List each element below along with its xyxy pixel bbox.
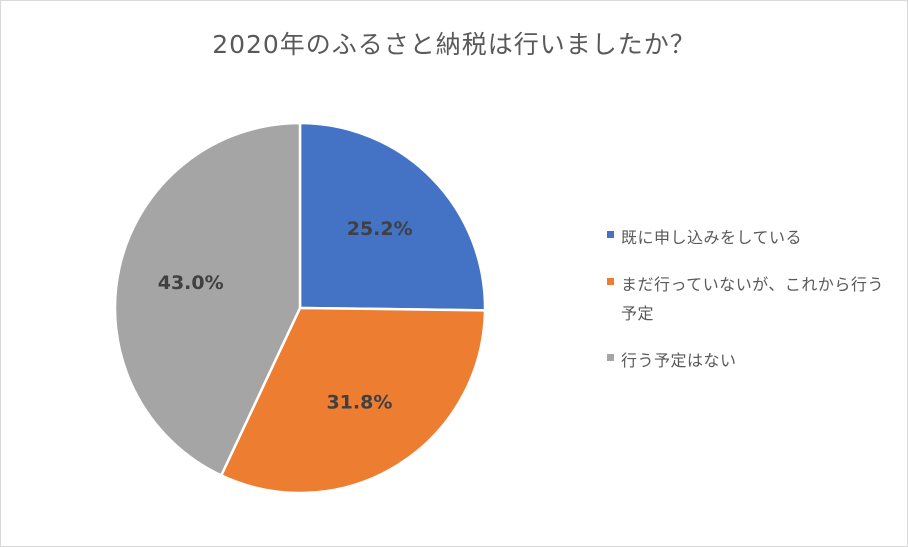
pie-slice	[219, 306, 487, 495]
legend-item: 行う予定はない	[607, 346, 897, 375]
data-label: 25.2%	[347, 218, 413, 240]
legend: 既に申し込みをしている まだ行っていないが、これから行う予定 行う予定はない	[607, 223, 897, 393]
legend-swatch	[607, 231, 614, 238]
legend-item: 既に申し込みをしている	[607, 223, 897, 252]
pie-slice	[298, 121, 487, 312]
pie-slice	[113, 121, 302, 477]
chart-title: 2020年のふるさと納税は行いましたか？	[212, 30, 696, 59]
legend-label: 行う予定はない	[621, 351, 737, 370]
data-label: 31.8%	[326, 391, 392, 413]
legend-swatch	[607, 354, 614, 361]
legend-label: 既に申し込みをしている	[621, 228, 803, 247]
legend-label: まだ行っていないが、これから行う予定	[621, 275, 884, 323]
legend-item: まだ行っていないが、これから行う予定	[607, 270, 897, 328]
data-label: 43.0%	[158, 272, 224, 294]
legend-swatch	[607, 278, 614, 285]
